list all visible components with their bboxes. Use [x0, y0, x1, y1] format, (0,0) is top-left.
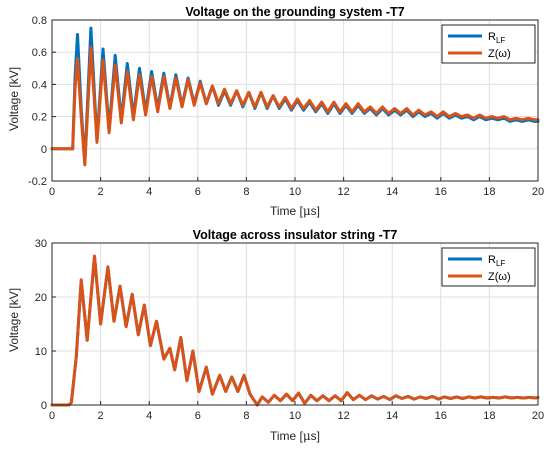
- x-tick-label: 12: [337, 410, 349, 422]
- x-tick-label: 14: [386, 410, 398, 422]
- x-tick-label: 0: [49, 410, 55, 422]
- x-tick-label: 4: [146, 410, 152, 422]
- x-tick-label: 10: [289, 410, 301, 422]
- y-tick-label: 0.4: [32, 79, 47, 91]
- y-tick-label: 0.8: [32, 15, 47, 27]
- x-axis-label: Time [μs]: [270, 204, 320, 218]
- x-tick-label: 2: [98, 410, 104, 422]
- legend-box: [441, 24, 536, 64]
- legend-label: Z(ω): [488, 271, 511, 283]
- x-tick-label: 0: [49, 186, 55, 198]
- axes-box: [51, 19, 539, 182]
- legend-box: [441, 247, 536, 287]
- series-line-z-omega: [50, 254, 540, 407]
- x-tick-label: 8: [243, 186, 249, 198]
- series-line-z-omega: [50, 45, 540, 167]
- x-tick-label: 16: [435, 410, 447, 422]
- y-tick-label: 30: [35, 238, 47, 250]
- legend-label: Z(ω): [488, 48, 511, 60]
- chart-grounding-voltage: Voltage on the grounding system -T7 0 2 4 6…: [7, 5, 544, 218]
- x-tick-label: 18: [483, 186, 495, 198]
- x-tick-label: 8: [243, 410, 249, 422]
- x-tick-label: 16: [435, 186, 447, 198]
- chart-title: Voltage across insulator string -T7: [193, 228, 398, 242]
- chart-insulator-voltage: Voltage across insulator string -T7 0 2 4 6…: [7, 228, 544, 443]
- y-tick-label: -0.2: [28, 176, 47, 188]
- x-tick-label: 2: [98, 186, 104, 198]
- chart-title: Voltage on the grounding system -T7: [185, 5, 404, 19]
- x-tick-label: 6: [195, 186, 201, 198]
- y-tick-label: 0: [41, 400, 47, 412]
- x-tick-label: 18: [483, 410, 495, 422]
- axes-box: [51, 242, 539, 406]
- y-axis-label: Voltage [kV]: [7, 288, 21, 352]
- x-tick-label: 6: [195, 410, 201, 422]
- y-tick-label: 0: [41, 144, 47, 156]
- y-tick-label: 0.6: [32, 47, 47, 59]
- y-tick-label: 20: [35, 292, 47, 304]
- x-tick-label: 10: [289, 186, 301, 198]
- x-tick-label: 4: [146, 186, 152, 198]
- y-tick-label: 10: [35, 346, 47, 358]
- y-tick-label: 0.2: [32, 112, 47, 124]
- x-axis-label: Time [μs]: [270, 429, 320, 443]
- x-tick-label: 20: [532, 186, 544, 198]
- y-axis-label: Voltage [kV]: [7, 67, 21, 131]
- x-tick-label: 12: [337, 186, 349, 198]
- x-tick-label: 20: [532, 410, 544, 422]
- x-tick-label: 14: [386, 186, 398, 198]
